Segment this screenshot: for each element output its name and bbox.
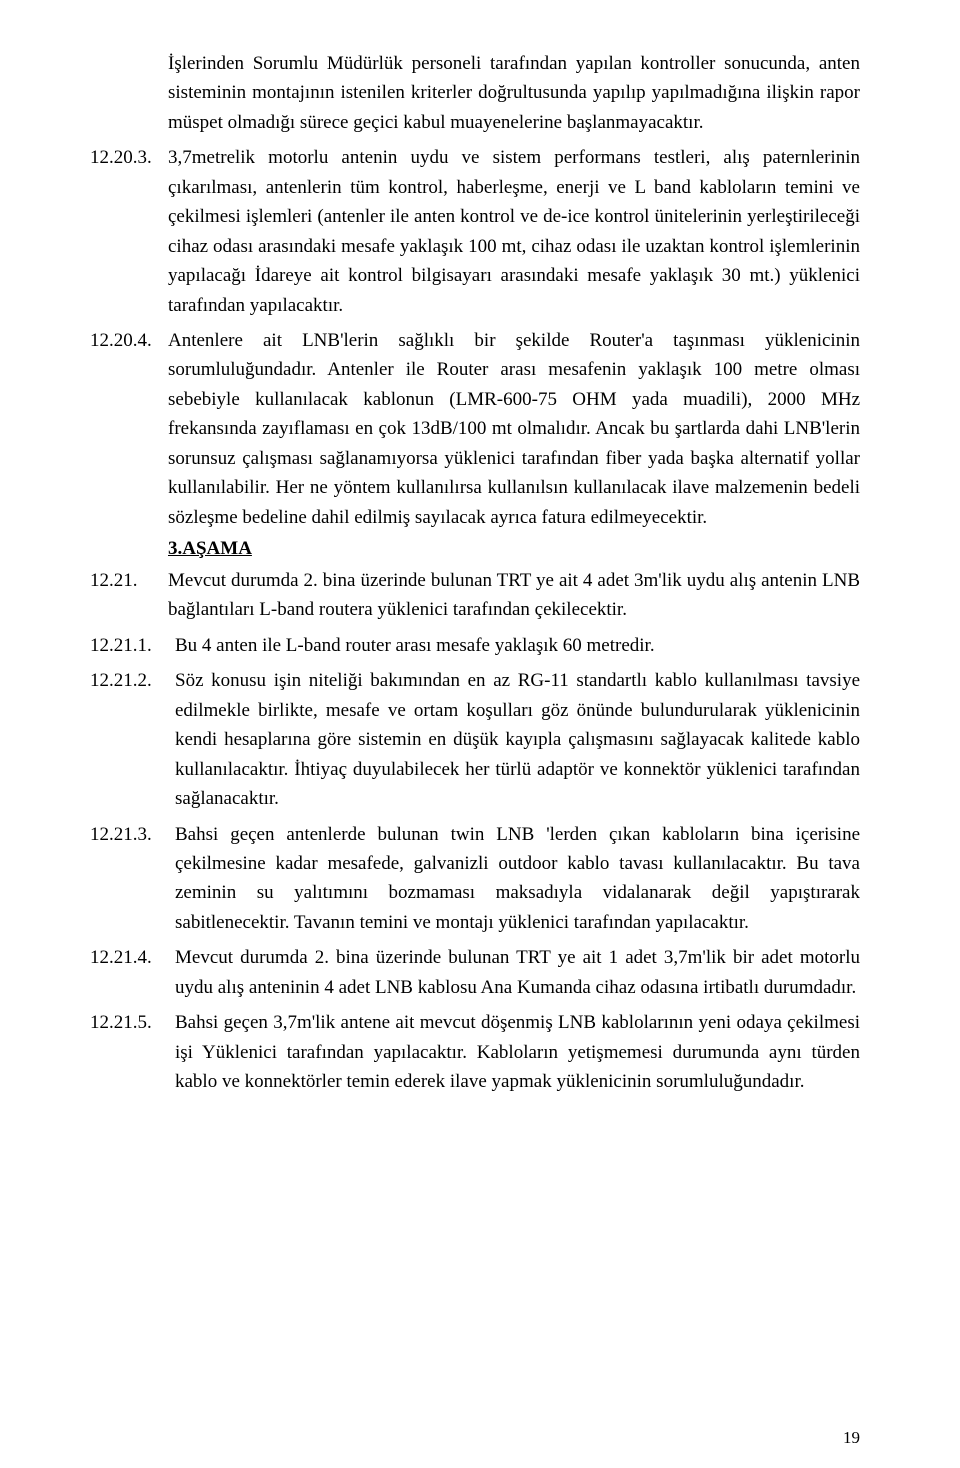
list-item-12-21-3: 12.21.3. Bahsi geçen antenlerde bulunan … bbox=[90, 820, 860, 938]
paragraph-continuation: İşlerinden Sorumlu Müdürlük personeli ta… bbox=[168, 49, 860, 137]
list-item-12-21-1: 12.21.1. Bu 4 anten ile L-band router ar… bbox=[90, 631, 860, 660]
list-item-12-21: 12.21. Mevcut durumda 2. bina üzerinde b… bbox=[90, 566, 860, 625]
item-body: 3,7metrelik motorlu antenin uydu ve sist… bbox=[168, 143, 860, 320]
item-body: Bu 4 anten ile L-band router arası mesaf… bbox=[175, 631, 860, 660]
item-body: Antenlere ait LNB'lerin sağlıklı bir şek… bbox=[168, 326, 860, 532]
item-body: Mevcut durumda 2. bina üzerinde bulunan … bbox=[175, 943, 860, 1002]
item-number: 12.21.1. bbox=[90, 631, 175, 660]
item-number: 12.21.4. bbox=[90, 943, 175, 1002]
list-item-12-20-3: 12.20.3. 3,7metrelik motorlu antenin uyd… bbox=[90, 143, 860, 320]
item-number: 12.21.5. bbox=[90, 1008, 175, 1096]
list-item-12-21-2: 12.21.2. Söz konusu işin niteliği bakımı… bbox=[90, 666, 860, 813]
item-body: Mevcut durumda 2. bina üzerinde bulunan … bbox=[168, 566, 860, 625]
list-item-12-21-5: 12.21.5. Bahsi geçen 3,7m'lik antene ait… bbox=[90, 1008, 860, 1096]
stage-heading-3: 3.AŞAMA bbox=[168, 538, 860, 560]
item-body: Bahsi geçen antenlerde bulunan twin LNB … bbox=[175, 820, 860, 938]
item-number: 12.21.2. bbox=[90, 666, 175, 813]
item-body: Söz konusu işin niteliği bakımından en a… bbox=[175, 666, 860, 813]
document-page: İşlerinden Sorumlu Müdürlük personeli ta… bbox=[0, 0, 960, 1468]
item-number: 12.20.3. bbox=[90, 143, 168, 320]
item-number: 12.21.3. bbox=[90, 820, 175, 938]
list-item-12-20-4: 12.20.4. Antenlere ait LNB'lerin sağlıkl… bbox=[90, 326, 860, 532]
item-number: 12.20.4. bbox=[90, 326, 168, 532]
item-body: Bahsi geçen 3,7m'lik antene ait mevcut d… bbox=[175, 1008, 860, 1096]
page-number: 19 bbox=[843, 1428, 860, 1448]
list-item-12-21-4: 12.21.4. Mevcut durumda 2. bina üzerinde… bbox=[90, 943, 860, 1002]
item-number: 12.21. bbox=[90, 566, 168, 625]
